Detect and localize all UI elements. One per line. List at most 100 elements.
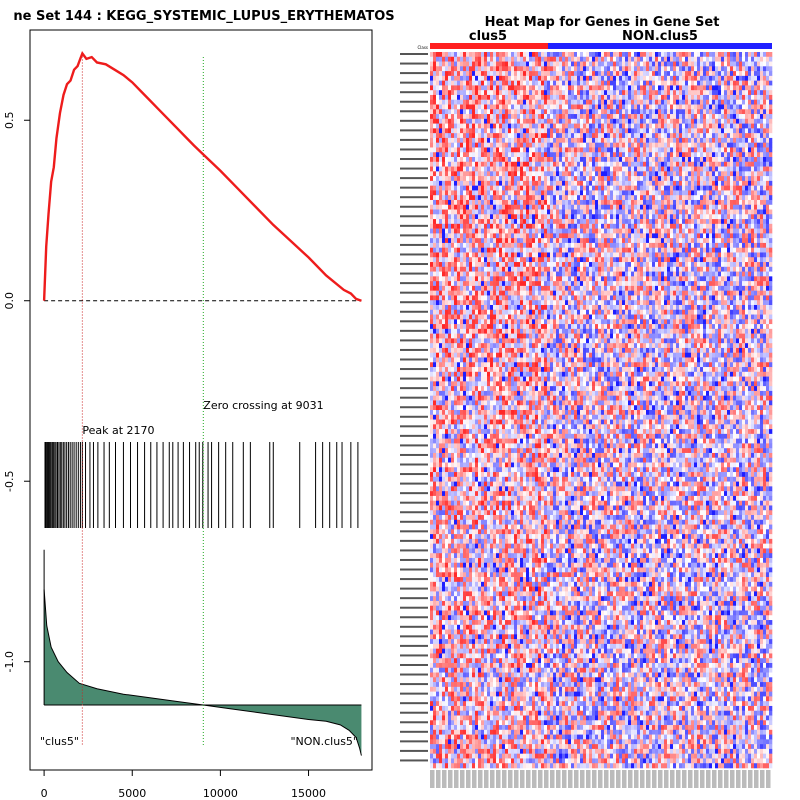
heatmap-cell: [562, 66, 566, 72]
heatmap-cell: [691, 56, 695, 62]
heatmap-cell: [433, 152, 437, 158]
heatmap-cell: [460, 118, 464, 124]
heatmap-cell: [448, 123, 452, 129]
heatmap-cell: [526, 147, 530, 153]
heatmap-cell: [439, 128, 443, 134]
heatmap-cell: [496, 142, 500, 148]
heatmap-cell: [598, 190, 602, 196]
heatmap-cell: [562, 176, 566, 182]
heatmap-cell: [526, 133, 530, 139]
heatmap-cell: [766, 71, 770, 77]
heatmap-cell: [640, 190, 644, 196]
heatmap-cell: [475, 228, 479, 234]
heatmap-cell: [760, 161, 764, 167]
heatmap-cell: [574, 109, 578, 115]
heatmap-cell: [496, 219, 500, 225]
heatmap-cell: [676, 190, 680, 196]
heatmap-cell: [760, 185, 764, 191]
heatmap-cell: [682, 85, 686, 91]
heatmap-cell: [595, 171, 599, 177]
heatmap-cell: [712, 75, 716, 81]
heatmap-cell: [601, 99, 605, 105]
heatmap-cell: [529, 114, 533, 120]
heatmap-cell: [697, 114, 701, 120]
heatmap-cell: [649, 157, 653, 163]
y-tick-label: 0.5: [3, 111, 16, 128]
heatmap-cell: [541, 185, 545, 191]
heatmap-cell: [613, 219, 617, 225]
heatmap-cell: [712, 219, 716, 225]
heatmap-cell: [511, 66, 515, 72]
heatmap-cell: [685, 71, 689, 77]
heatmap-cell: [592, 85, 596, 91]
heatmap-cell: [547, 247, 551, 253]
heatmap-cell: [739, 176, 743, 182]
heatmap-cell: [625, 214, 629, 220]
heatmap-cell: [658, 166, 662, 172]
heatmap-cell: [559, 142, 563, 148]
heatmap-cell: [682, 104, 686, 110]
heatmap-cell: [667, 238, 671, 244]
heatmap-cell: [760, 166, 764, 172]
heatmap-cell: [439, 152, 443, 158]
heatmap-cell: [676, 56, 680, 62]
heatmap-cell: [508, 128, 512, 134]
heatmap-cell: [607, 85, 611, 91]
heatmap-cell: [673, 147, 677, 153]
heatmap-cell: [751, 137, 755, 143]
row-label-mark: [400, 100, 428, 103]
heatmap-cell: [652, 114, 656, 120]
heatmap-cell: [496, 133, 500, 139]
heatmap-cell: [628, 204, 632, 210]
heatmap-cell: [649, 166, 653, 172]
heatmap-cell: [706, 118, 710, 124]
heatmap-cell: [595, 66, 599, 72]
heatmap-cell: [541, 204, 545, 210]
heatmap-cell: [505, 185, 509, 191]
heatmap-cell: [628, 71, 632, 77]
heatmap-cell: [724, 128, 728, 134]
heatmap-cell: [439, 190, 443, 196]
heatmap-cell: [580, 233, 584, 239]
heatmap-cell: [622, 123, 626, 129]
heatmap-cell: [445, 180, 449, 186]
heatmap-cell: [574, 238, 578, 244]
heatmap-cell: [523, 204, 527, 210]
heatmap-cell: [487, 118, 491, 124]
heatmap-cell: [631, 171, 635, 177]
heatmap-cell: [496, 80, 500, 86]
heatmap-cell: [661, 142, 665, 148]
heatmap-cell: [565, 195, 569, 201]
heatmap-cell: [601, 185, 605, 191]
heatmap-cell: [430, 161, 434, 167]
heatmap-cell: [661, 99, 665, 105]
heatmap-cell: [433, 109, 437, 115]
heatmap-cell: [646, 204, 650, 210]
heatmap-cell: [604, 75, 608, 81]
heatmap-cell: [517, 209, 521, 215]
heatmap-cell: [691, 137, 695, 143]
heatmap-cell: [625, 123, 629, 129]
heatmap-cell: [457, 75, 461, 81]
heatmap-cell: [640, 180, 644, 186]
heatmap-cell: [712, 137, 716, 143]
heatmap-cell: [757, 142, 761, 148]
heatmap-cell: [682, 94, 686, 101]
heatmap-cell: [568, 56, 572, 62]
heatmap-cell: [577, 80, 581, 86]
heatmap-cell: [460, 66, 464, 72]
heatmap-cell: [754, 185, 758, 191]
heatmap-cell: [703, 176, 707, 182]
heatmap-cell: [430, 66, 434, 72]
heatmap-cell: [658, 199, 662, 206]
heatmap-cell: [661, 52, 665, 58]
heatmap-cell: [514, 147, 518, 153]
heatmap-cell: [517, 123, 521, 129]
row-label-mark: [400, 616, 428, 619]
heatmap-cell: [499, 199, 503, 206]
row-label-mark: [400, 711, 428, 714]
heatmap-cell: [436, 71, 440, 77]
heatmap-cell: [511, 176, 515, 182]
heatmap-cell: [694, 233, 698, 239]
heatmap-cell: [628, 199, 632, 206]
